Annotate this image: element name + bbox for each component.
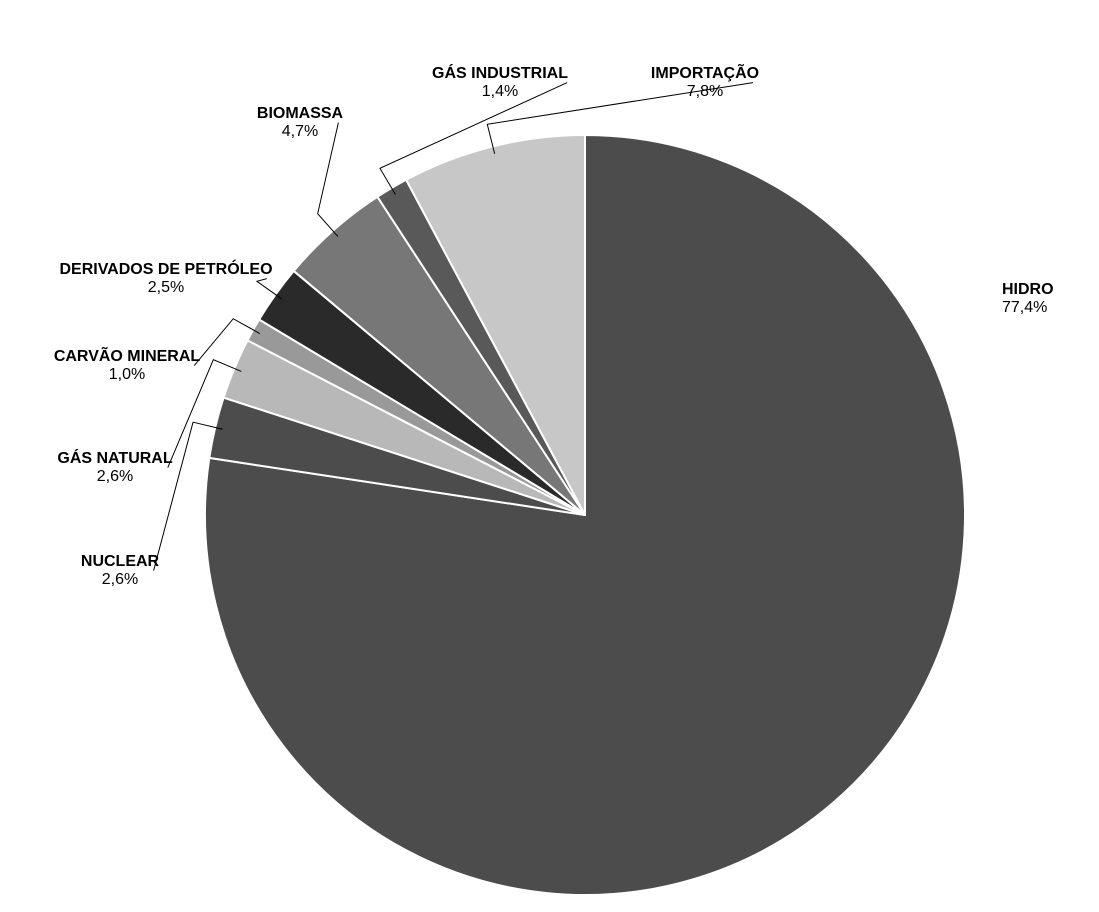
slice-label: CARVÃO MINERAL1,0% <box>54 348 200 385</box>
pie-chart: HIDRO77,4%NUCLEAR2,6%GÁS NATURAL2,6%CARV… <box>0 0 1099 912</box>
slice-label-name: BIOMASSA <box>257 105 343 123</box>
slice-label: GÁS INDUSTRIAL1,4% <box>432 65 568 102</box>
slice-label-name: IMPORTAÇÃO <box>651 65 759 83</box>
slice-label-pct: 1,4% <box>432 83 568 101</box>
slice-label: BIOMASSA4,7% <box>257 105 343 142</box>
slice-label-name: GÁS INDUSTRIAL <box>432 65 568 83</box>
slice-label-pct: 4,7% <box>257 123 343 141</box>
slice-label-name: HIDRO <box>1002 281 1054 299</box>
slice-label-name: CARVÃO MINERAL <box>54 348 200 366</box>
slice-label-name: NUCLEAR <box>81 553 159 571</box>
slice-label-pct: 2,5% <box>59 279 272 297</box>
slice-label-pct: 7,8% <box>651 83 759 101</box>
slice-label: NUCLEAR2,6% <box>81 553 159 590</box>
slice-label: HIDRO77,4% <box>1002 281 1054 318</box>
slice-label-name: GÁS NATURAL <box>57 450 172 468</box>
slice-label-name: DERIVADOS DE PETRÓLEO <box>59 261 272 279</box>
slice-label-pct: 77,4% <box>1002 299 1054 317</box>
slice-label-pct: 1,0% <box>54 366 200 384</box>
slice-label: DERIVADOS DE PETRÓLEO2,5% <box>59 261 272 298</box>
slice-label-pct: 2,6% <box>57 468 172 486</box>
slice-label: GÁS NATURAL2,6% <box>57 450 172 487</box>
slice-label-pct: 2,6% <box>81 571 159 589</box>
slice-label: IMPORTAÇÃO7,8% <box>651 65 759 102</box>
